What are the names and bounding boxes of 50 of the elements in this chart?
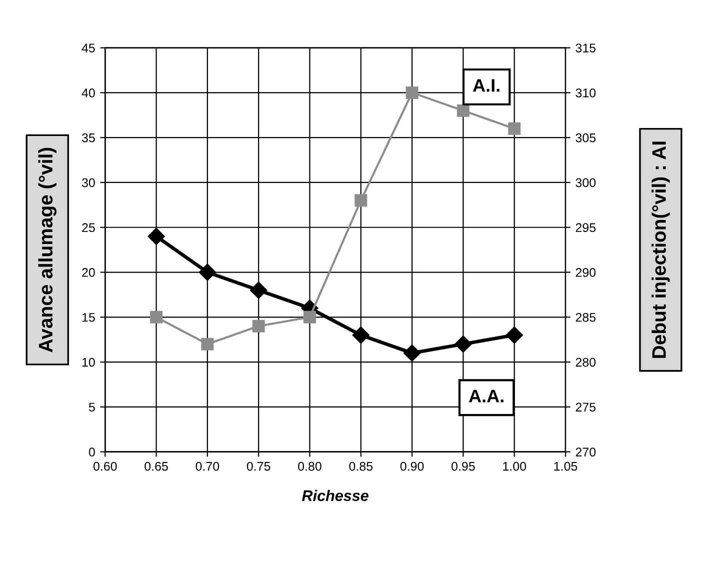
- point: [354, 194, 368, 207]
- y2-tick-label: 295: [576, 223, 596, 232]
- point: [352, 326, 370, 344]
- y-tick-label: 40: [82, 88, 95, 98]
- y2-tick-label: 305: [576, 133, 596, 142]
- y-tick-label: 30: [82, 178, 95, 188]
- point: [252, 320, 265, 332]
- y2-tick-label: 285: [576, 312, 596, 322]
- y-axis-title: Avance allumage (°vil): [38, 148, 56, 352]
- text: A.A.: [468, 390, 504, 402]
- point: [508, 122, 521, 135]
- x-tick-label: 0.90: [400, 462, 424, 471]
- y2-tick-label: 315: [576, 44, 596, 52]
- x-tick-label: 0.80: [298, 462, 322, 471]
- point: [403, 344, 421, 362]
- y2-tick-label: 270: [576, 448, 596, 456]
- y-tick-label: 45: [82, 44, 95, 52]
- y-tick-label: 20: [82, 268, 95, 277]
- point: [454, 336, 472, 353]
- point: [506, 326, 523, 344]
- x-tick-label: 1.00: [503, 462, 526, 471]
- y-tick-label: 35: [82, 133, 95, 142]
- y2-tick-label: 290: [576, 268, 596, 277]
- x-tick-label: 0.85: [349, 462, 373, 471]
- point: [198, 264, 216, 281]
- y-tick-label: 0: [88, 448, 95, 456]
- point: [150, 310, 163, 324]
- y2-axis-title: Debut injection(°vil) : AI: [652, 142, 670, 358]
- y2-tick-label: 310: [576, 88, 596, 98]
- y2-tick-label: 275: [576, 402, 596, 412]
- y2-tick-label: 280: [576, 358, 596, 367]
- point: [406, 86, 418, 99]
- x-tick-label: 0.60: [93, 462, 117, 471]
- x-tick-label: 0.65: [144, 462, 168, 471]
- x-tick-label: 0.95: [452, 462, 475, 471]
- point: [250, 282, 268, 299]
- point: [148, 228, 165, 245]
- y-tick-label: 5: [88, 402, 95, 412]
- x-axis-title: Richesse: [302, 490, 368, 502]
- point: [456, 104, 470, 117]
- point: [303, 310, 316, 324]
- x-tick-label: 0.70: [196, 462, 220, 471]
- point: [201, 338, 214, 350]
- y2-tick-label: 300: [576, 178, 596, 188]
- y-tick-label: 25: [82, 223, 95, 232]
- series-label: A.I.: [472, 79, 500, 92]
- y-tick-label: 15: [82, 313, 95, 322]
- x-tick-label: 0.75: [246, 462, 270, 471]
- y-tick-label: 10: [82, 358, 95, 367]
- x-tick-label: 1.05: [554, 462, 578, 471]
